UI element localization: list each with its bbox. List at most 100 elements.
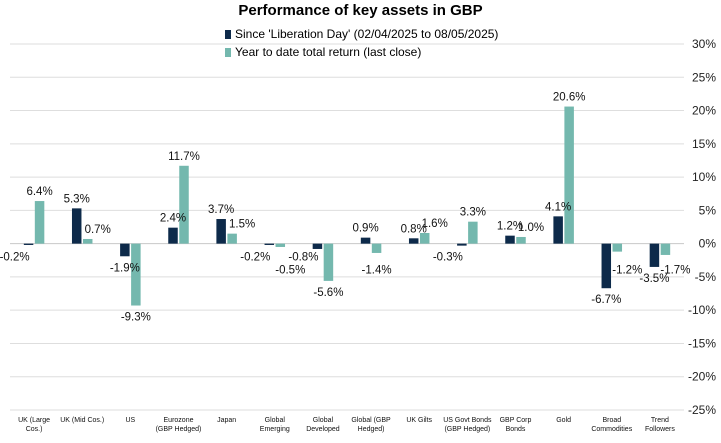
bar-liberation-day: [216, 219, 226, 244]
bar-ytd: [612, 243, 623, 252]
data-label-ytd: 1.6%: [422, 218, 448, 230]
x-category-label: Gold: [556, 417, 571, 424]
data-label-liberation-day: 0.8%: [401, 223, 427, 235]
y-tick-label: 0%: [699, 237, 717, 251]
data-label-ytd: 1.5%: [229, 219, 255, 231]
data-label-liberation-day: -0.8%: [288, 252, 318, 264]
legend-swatch-liberation-day: [225, 29, 231, 39]
bar-ytd: [227, 233, 237, 244]
data-label-liberation-day: 2.4%: [160, 213, 186, 225]
data-label-ytd: 1.0%: [518, 222, 544, 234]
y-tick-label: -25%: [688, 403, 716, 417]
bar-ytd: [34, 201, 45, 244]
data-label-ytd: 20.6%: [553, 92, 586, 104]
x-category-label: (GBP Hedged): [444, 426, 490, 433]
bar-ytd: [275, 243, 286, 247]
bar-liberation-day: [360, 237, 371, 244]
data-label-liberation-day: 3.7%: [208, 204, 234, 216]
x-category-label: Global: [265, 417, 286, 424]
x-category-label: Cos.): [26, 426, 43, 433]
bar-ytd: [179, 165, 189, 244]
chart-title: Performance of key assets in GBP: [238, 2, 483, 19]
x-category-label: Broad: [602, 417, 621, 424]
y-tick-label: 5%: [699, 203, 717, 217]
y-tick-label: -20%: [688, 370, 716, 384]
bar-ytd: [131, 243, 141, 306]
data-label-liberation-day: 1.2%: [497, 221, 523, 233]
y-tick-label: 10%: [692, 170, 716, 184]
y-tick-label: 25%: [692, 70, 716, 84]
data-label-liberation-day: -0.3%: [433, 252, 463, 264]
data-label-ytd: -5.6%: [313, 287, 343, 299]
x-category-label: Developed: [306, 426, 340, 433]
legend-label-liberation-day: Since 'Liberation Day' (02/04/2025 to 08…: [235, 27, 499, 41]
data-label-ytd: -9.3%: [121, 312, 151, 324]
bar-liberation-day: [168, 227, 178, 244]
legend-label-ytd: Year to date total return (last close): [235, 45, 422, 59]
x-category-label: GBP Corp: [500, 417, 532, 424]
y-tick-label: 15%: [692, 137, 716, 151]
y-tick-label: 30%: [692, 37, 716, 51]
data-label-liberation-day: 4.1%: [545, 201, 571, 213]
data-label-ytd: -1.2%: [612, 265, 642, 277]
bar-ytd: [564, 106, 574, 244]
x-category-label: (GBP Hedged): [156, 426, 202, 433]
bar-ytd: [516, 236, 526, 244]
x-category-label: Commodities: [591, 426, 632, 433]
x-category-label: Japan: [217, 417, 236, 424]
x-category-label: Hedged): [358, 426, 385, 433]
data-label-liberation-day: -6.7%: [591, 294, 621, 306]
x-category-label: Global: [313, 417, 334, 424]
bar-liberation-day: [264, 243, 275, 245]
legend-swatch-ytd: [225, 47, 231, 57]
data-label-ytd: -1.7%: [660, 265, 690, 277]
bar-liberation-day: [553, 216, 563, 244]
x-category-label: Followers: [645, 426, 675, 433]
data-label-liberation-day: 5.3%: [64, 193, 90, 205]
x-category-label: UK Gilts: [406, 417, 432, 424]
bar-liberation-day: [312, 243, 323, 249]
bar-liberation-day: [457, 243, 467, 246]
bar-liberation-day: [601, 243, 612, 289]
x-category-label: US: [125, 417, 135, 424]
data-label-ytd: 6.4%: [26, 186, 52, 198]
bar-liberation-day: [71, 208, 82, 244]
data-label-liberation-day: -3.5%: [639, 273, 669, 285]
x-category-label: Bonds: [506, 426, 526, 433]
x-category-label: Eurozone: [164, 417, 194, 424]
data-label-liberation-day: -1.9%: [110, 262, 140, 274]
legend: Since 'Liberation Day' (02/04/2025 to 08…: [225, 25, 498, 61]
x-category-label: US Govt Bonds: [443, 417, 492, 424]
data-label-ytd: 3.3%: [460, 207, 486, 219]
x-category-label: Trend: [651, 417, 669, 424]
data-label-liberation-day: -0.2%: [0, 252, 30, 264]
bar-liberation-day: [649, 243, 660, 267]
bar-ytd: [371, 243, 382, 253]
x-category-label: UK (Large: [18, 417, 50, 424]
y-tick-label: -15%: [688, 336, 716, 350]
data-label-ytd: -0.5%: [275, 265, 305, 277]
data-label-ytd: 11.7%: [168, 151, 200, 163]
x-category-label: Global (GBP: [351, 417, 391, 424]
legend-item-ytd: Year to date total return (last close): [225, 43, 498, 61]
bar-ytd: [323, 243, 334, 281]
bar-liberation-day: [120, 243, 130, 257]
legend-item-liberation-day: Since 'Liberation Day' (02/04/2025 to 08…: [225, 25, 498, 43]
bar-ytd: [468, 221, 478, 244]
data-label-liberation-day: 0.9%: [352, 223, 378, 235]
y-tick-label: -10%: [688, 303, 716, 317]
bar-ytd: [82, 238, 93, 244]
bar-ytd: [419, 232, 430, 244]
y-tick-label: 20%: [692, 104, 716, 118]
bar-liberation-day: [23, 243, 34, 245]
x-category-label: Emerging: [260, 426, 290, 433]
bar-ytd: [660, 243, 671, 255]
data-label-liberation-day: -0.2%: [240, 252, 270, 264]
x-category-label: UK (Mid Cos.): [60, 417, 104, 424]
bar-liberation-day: [408, 238, 419, 244]
y-tick-label: -5%: [695, 270, 717, 284]
bar-liberation-day: [505, 235, 515, 244]
data-label-ytd: 0.7%: [85, 224, 111, 236]
data-label-ytd: -1.4%: [362, 265, 392, 277]
